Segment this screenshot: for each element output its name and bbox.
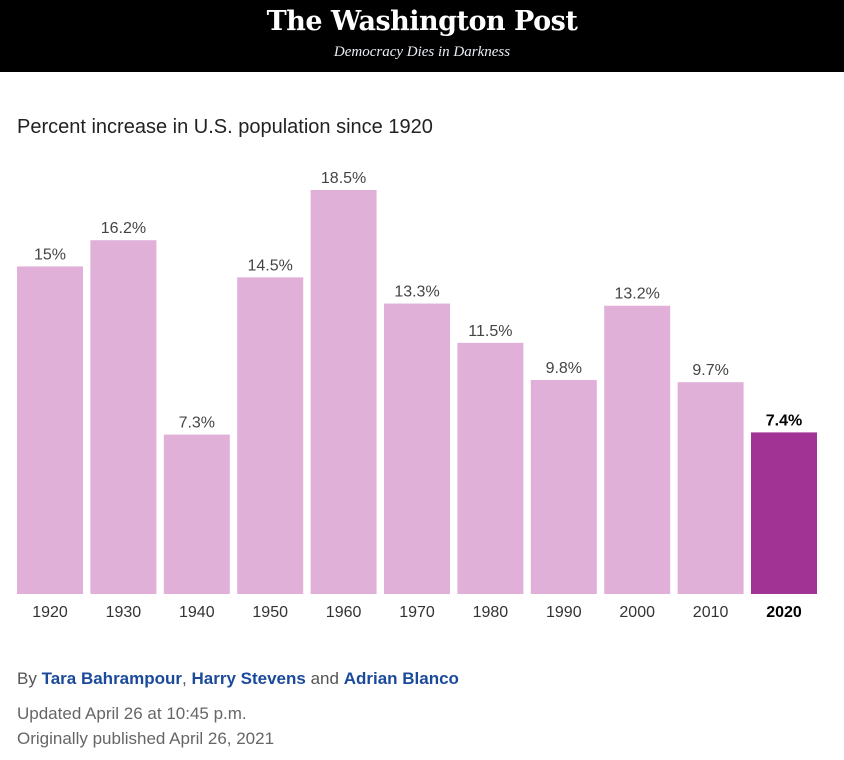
bar-2010: [677, 382, 744, 594]
bar-1990: [530, 379, 597, 594]
byline-prefix: By: [17, 669, 37, 688]
x-tick-label-1950: 1950: [252, 604, 288, 621]
byline: By Tara Bahrampour, Harry Stevens and Ad…: [17, 669, 459, 689]
separator: ,: [182, 669, 187, 688]
data-label-1920: 15%: [34, 246, 66, 263]
separator: and: [310, 669, 339, 688]
x-tick-label-1920: 1920: [32, 604, 68, 621]
x-tick-label-1970: 1970: [399, 604, 435, 621]
x-tick-label-1960: 1960: [326, 604, 362, 621]
x-tick-label-1930: 1930: [106, 604, 142, 621]
published-date: Originally published April 26, 2021: [17, 729, 275, 748]
updated-time: Updated April 26 at 10:45 p.m.: [17, 704, 247, 723]
chart-title: Percent increase in U.S. population sinc…: [17, 116, 433, 138]
x-tick-label-1980: 1980: [473, 604, 509, 621]
data-label-1960: 18.5%: [321, 170, 366, 187]
data-label-1950: 14.5%: [248, 257, 293, 274]
data-label-1990: 9.8%: [546, 360, 582, 377]
data-label-2000: 13.2%: [615, 286, 660, 303]
bar-1920: [17, 266, 83, 594]
bar-1950: [237, 277, 304, 594]
data-label-2010: 9.7%: [692, 362, 728, 379]
author-link[interactable]: Tara Bahrampour: [41, 669, 183, 688]
data-label-1980: 11.5%: [468, 323, 512, 340]
bar-1930: [90, 240, 157, 594]
data-label-2020: 7.4%: [766, 412, 802, 429]
bar-1940: [163, 434, 230, 594]
data-label-1970: 13.3%: [394, 284, 439, 301]
author-link[interactable]: Harry Stevens: [191, 669, 306, 688]
bar-1960: [310, 190, 377, 594]
x-tick-label-2000: 2000: [619, 604, 655, 621]
bar-2020: [751, 432, 817, 594]
x-tick-label-1940: 1940: [179, 604, 215, 621]
bar-chart: 15% 1920 16.2% 1930 7.3% 1940 14.5% 1950 18.5% 19…: [17, 170, 817, 621]
masthead: The Washington Post Democracy Dies in Da…: [0, 0, 844, 72]
data-label-1930: 16.2%: [101, 220, 146, 237]
x-tick-label-2020: 2020: [766, 604, 802, 621]
data-label-1940: 7.3%: [179, 415, 215, 432]
author-link[interactable]: Adrian Blanco: [343, 669, 459, 688]
bar-1980: [457, 342, 524, 594]
bar-2000: [604, 305, 671, 594]
bar-1970: [384, 303, 450, 594]
tagline: Democracy Dies in Darkness: [333, 44, 511, 60]
x-tick-label-2010: 2010: [693, 604, 729, 621]
logo[interactable]: The Washington Post: [266, 6, 578, 37]
x-tick-label-1990: 1990: [546, 604, 582, 621]
